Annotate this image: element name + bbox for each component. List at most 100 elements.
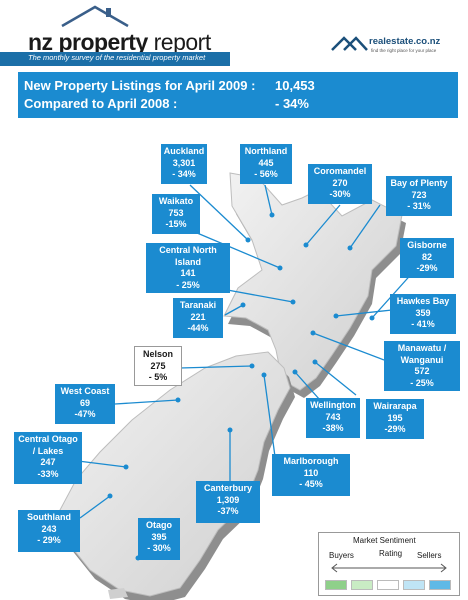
region-nelson: Nelson 275 - 5% bbox=[134, 346, 182, 386]
legend-buyers: Buyers bbox=[329, 551, 354, 560]
brand-tagline: find the right place for your place bbox=[371, 48, 437, 53]
report-title-rest: report bbox=[147, 29, 212, 55]
region-name: Bay of Plenty bbox=[390, 178, 448, 188]
region-value: 270 bbox=[332, 177, 348, 188]
market-sentiment-legend: Market Sentiment Buyers Rating Sellers bbox=[318, 532, 460, 596]
region-taranaki: Taranaki 221 -44% bbox=[173, 298, 223, 338]
region-marlborough: Marlborough 110 - 45% bbox=[272, 454, 350, 496]
region-value: 221 bbox=[190, 311, 206, 322]
region-value: 195 bbox=[387, 412, 403, 423]
region-gisborne: Gisborne 82 -29% bbox=[400, 238, 454, 278]
region-name: Canterbury bbox=[203, 483, 252, 493]
region-name: Gisborne bbox=[407, 240, 447, 250]
region-change: -44% bbox=[187, 323, 209, 333]
region-auckland: Auckland 3,301 - 34% bbox=[161, 144, 207, 184]
region-name: Northland bbox=[244, 146, 288, 156]
region-value: 110 bbox=[303, 467, 319, 478]
region-name: Otago bbox=[146, 520, 172, 530]
tagline: The monthly survey of the residential pr… bbox=[28, 53, 206, 62]
region-manawatu-wanganui: Manawatu / Wanganui 572 - 25% bbox=[384, 341, 460, 391]
region-name: Central North bbox=[159, 245, 217, 255]
region-name: Hawkes Bay bbox=[396, 296, 450, 306]
legend-swatch-3 bbox=[377, 580, 399, 590]
region-name-2: Island bbox=[174, 256, 201, 267]
region-name: Central Otago bbox=[18, 434, 78, 444]
region-name: Taranaki bbox=[179, 300, 217, 310]
region-value: 141 bbox=[180, 268, 196, 278]
brand-name: realestate.co.nz bbox=[369, 36, 441, 47]
stats-banner: New Property Listings for April 2009 : 1… bbox=[18, 72, 458, 118]
region-change: - 45% bbox=[299, 479, 323, 489]
region-change: - 25% bbox=[410, 377, 434, 388]
region-name: Wairarapa bbox=[373, 401, 417, 411]
region-value: 743 bbox=[325, 411, 341, 422]
region-name-2: / Lakes bbox=[32, 445, 64, 456]
region-value: 247 bbox=[40, 457, 56, 467]
region-change: - 31% bbox=[407, 201, 431, 211]
region-change: - 41% bbox=[411, 319, 435, 329]
house-roof-icon bbox=[61, 5, 129, 28]
region-bay-of-plenty: Bay of Plenty 723 - 31% bbox=[386, 176, 452, 216]
region-change: - 30% bbox=[147, 543, 171, 553]
region-west-coast: West Coast 69 -47% bbox=[55, 384, 115, 424]
region-name: Wellington bbox=[310, 400, 356, 410]
region-name: Manawatu / bbox=[397, 343, 447, 353]
region-value: 82 bbox=[421, 251, 432, 262]
region-change: -30% bbox=[329, 189, 351, 199]
legend-swatch-5 bbox=[429, 580, 451, 590]
region-southland: Southland 243 - 29% bbox=[18, 510, 80, 552]
region-change: -33% bbox=[37, 468, 59, 479]
report-title: nz property report bbox=[28, 29, 211, 56]
compare-value: - 34% bbox=[275, 96, 309, 111]
region-value: 1,309 bbox=[216, 494, 240, 505]
region-name: Waikato bbox=[158, 196, 194, 206]
region-name: Marlborough bbox=[283, 456, 339, 466]
region-change: -38% bbox=[322, 423, 344, 433]
region-name: Nelson bbox=[142, 349, 173, 359]
region-name: Auckland bbox=[163, 146, 205, 156]
legend-swatch-2 bbox=[351, 580, 373, 590]
region-name-2: Wanganui bbox=[400, 354, 444, 365]
region-value: 275 bbox=[150, 360, 166, 371]
region-name: Coromandel bbox=[313, 166, 367, 176]
listings-label: New Property Listings for April 2009 : bbox=[24, 78, 256, 93]
region-value: 395 bbox=[151, 531, 167, 542]
legend-sellers: Sellers bbox=[417, 551, 442, 560]
region-change: -15% bbox=[165, 219, 187, 229]
region-name: Southland bbox=[27, 512, 71, 522]
region-value: 69 bbox=[79, 397, 90, 408]
region-change: - 25% bbox=[176, 279, 200, 290]
region-change: - 34% bbox=[172, 169, 196, 179]
region-central-north-island: Central North Island 141 - 25% bbox=[146, 243, 230, 293]
region-hawkes-bay: Hawkes Bay 359 - 41% bbox=[390, 294, 456, 334]
region-northland: Northland 445 - 56% bbox=[240, 144, 292, 184]
region-waikato: Waikato 753 -15% bbox=[152, 194, 200, 234]
region-change: -29% bbox=[384, 424, 406, 434]
region-wellington: Wellington 743 -38% bbox=[306, 398, 360, 438]
region-value: 3,301 bbox=[172, 157, 196, 168]
region-change: - 56% bbox=[254, 169, 278, 179]
region-otago: Otago 395 - 30% bbox=[138, 518, 180, 560]
region-value: 445 bbox=[258, 157, 274, 168]
sentiment-arrow-icon bbox=[331, 563, 447, 573]
region-change: -29% bbox=[416, 263, 438, 273]
stewart-island bbox=[108, 588, 128, 599]
region-value: 572 bbox=[414, 366, 430, 376]
report-title-bold: nz property bbox=[28, 29, 148, 55]
region-central-otago-lakes: Central Otago / Lakes 247 -33% bbox=[14, 432, 82, 484]
region-change: -47% bbox=[74, 409, 96, 419]
compare-label: Compared to April 2008 : bbox=[24, 96, 178, 111]
region-value: 243 bbox=[41, 523, 57, 534]
region-change: - 5% bbox=[148, 372, 168, 382]
region-value: 753 bbox=[168, 207, 184, 218]
region-coromandel: Coromandel 270 -30% bbox=[308, 164, 372, 204]
region-change: -37% bbox=[217, 506, 239, 516]
region-wairarapa: Wairarapa 195 -29% bbox=[366, 399, 424, 439]
region-change: - 29% bbox=[37, 535, 61, 545]
legend-swatch-4 bbox=[403, 580, 425, 590]
legend-swatch-1 bbox=[325, 580, 347, 590]
legend-rating: Rating bbox=[379, 549, 403, 558]
region-value: 723 bbox=[411, 189, 427, 200]
legend-title: Market Sentiment bbox=[353, 536, 416, 545]
